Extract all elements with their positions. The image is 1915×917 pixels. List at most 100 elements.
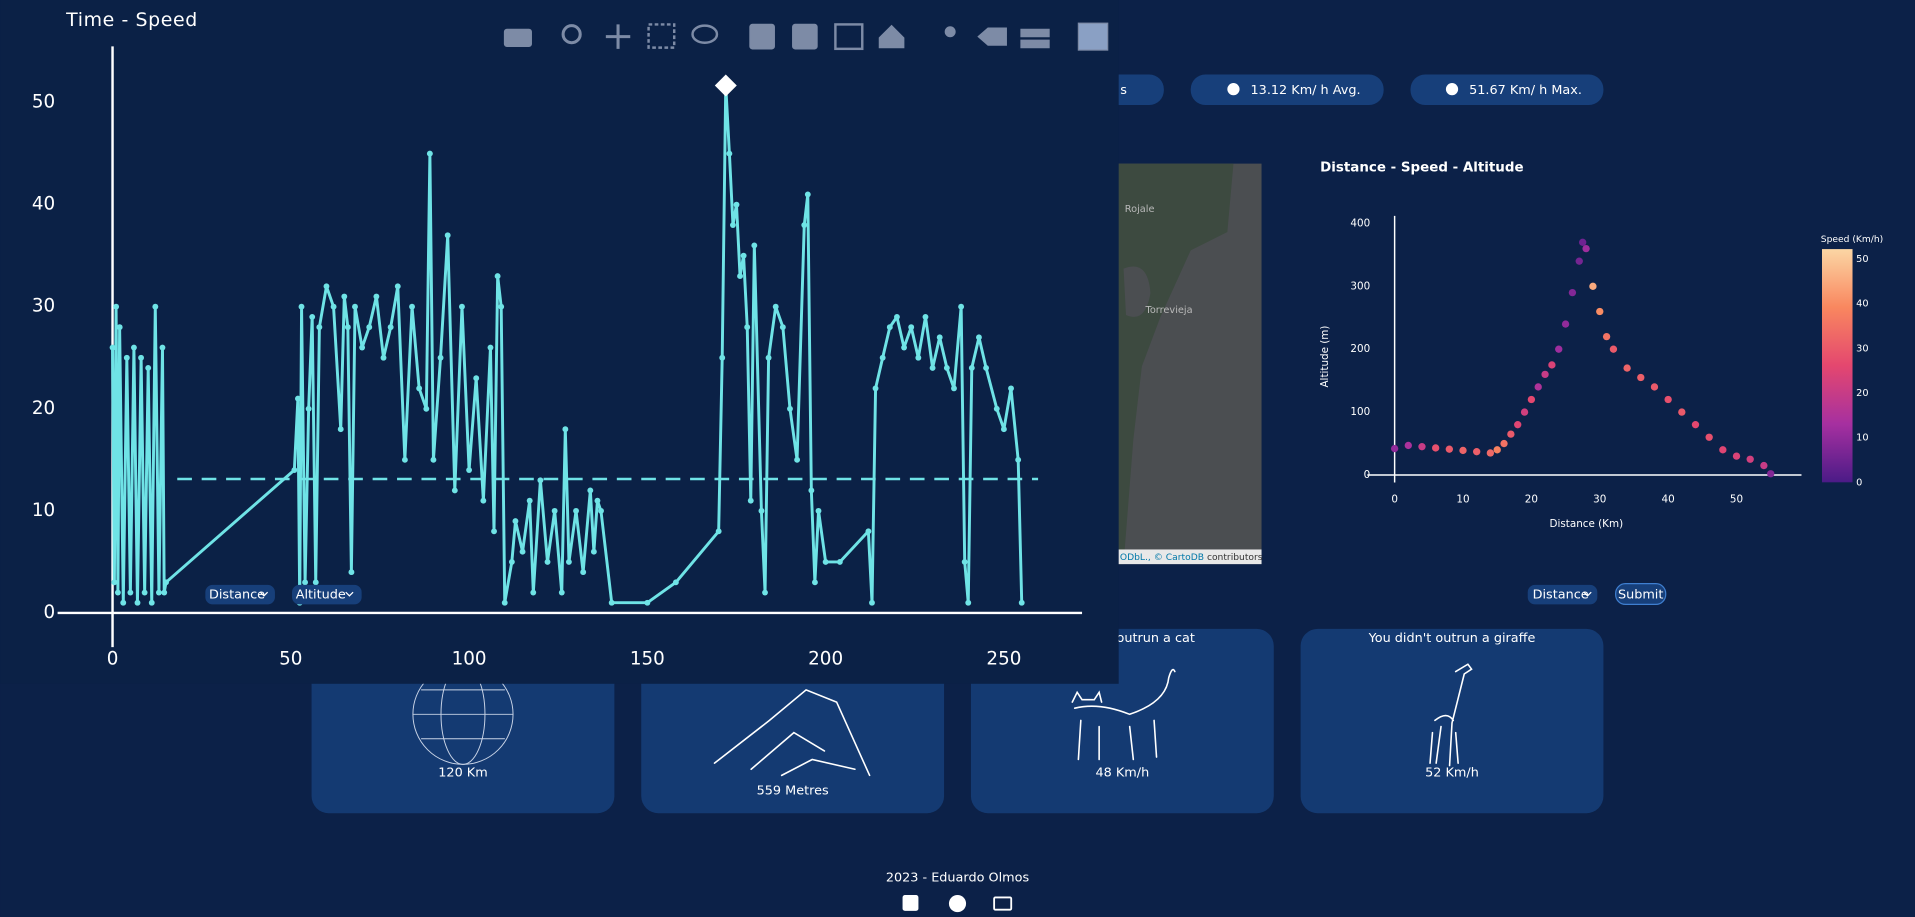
- speed-point: [1018, 599, 1025, 606]
- autoscale-icon[interactable]: [834, 23, 864, 51]
- github-icon[interactable]: [948, 895, 967, 913]
- altitude-point: [1418, 443, 1426, 451]
- chevron: [259, 591, 269, 597]
- speed-point: [558, 589, 565, 596]
- dropdown[interactable]: [1527, 584, 1598, 605]
- speed-point: [993, 405, 1000, 412]
- speed-point: [526, 497, 533, 504]
- x-tick-label: 10: [1456, 493, 1469, 505]
- speed-point: [113, 303, 120, 310]
- speed-point: [787, 405, 793, 412]
- hover-compare-icon[interactable]: [1020, 28, 1050, 49]
- hover-closest-icon[interactable]: [977, 27, 1007, 46]
- dropdown[interactable]: [205, 584, 275, 605]
- attribution-link[interactable]: CartoDB: [1166, 552, 1204, 562]
- speed-point: [894, 313, 900, 320]
- dropdown-text: Altitude: [296, 588, 346, 603]
- speed-point: [352, 303, 358, 310]
- dropdown-text: Distance: [209, 588, 265, 603]
- speed-point: [134, 599, 141, 606]
- speed-point: [976, 334, 982, 341]
- cat-icon: [1071, 668, 1176, 761]
- speed-point: [473, 375, 480, 382]
- speed-point: [530, 589, 537, 596]
- speed-point: [312, 579, 319, 586]
- speed-point: [929, 365, 936, 371]
- speed-point: [123, 354, 130, 361]
- speed-point: [740, 252, 747, 259]
- speed-point: [908, 324, 915, 331]
- speed-point: [983, 365, 990, 371]
- zoom-icon[interactable]: [561, 24, 582, 45]
- altitude-point: [1719, 446, 1727, 454]
- y-tick-label: 400: [1350, 217, 1370, 229]
- spike-icon[interactable]: [944, 26, 956, 38]
- speed-point: [341, 293, 348, 300]
- altitude-point: [1579, 238, 1587, 246]
- speed-point: [152, 303, 159, 310]
- speed-point: [430, 456, 437, 463]
- linkedin-icon[interactable]: [902, 895, 919, 911]
- stats: s 13.12 Km/ h Avg. 51.67 Km/ h Max.: [1050, 74, 1604, 106]
- controls-right: Distance Submit: [1527, 583, 1667, 606]
- lasso-icon[interactable]: [691, 24, 719, 44]
- speed-point: [302, 579, 309, 586]
- altitude-chart: Distance - Speed - Altitude Distance (Km…: [1319, 160, 1883, 530]
- place-label: Rojale: [1125, 204, 1155, 215]
- submit-button[interactable]: [1615, 583, 1667, 606]
- speed-point: [751, 242, 758, 249]
- speed-point: [608, 599, 615, 606]
- speed-point: [590, 548, 597, 555]
- home-icon[interactable]: [878, 24, 905, 49]
- colorbar-title: Speed (Km/h): [1821, 235, 1883, 245]
- speed-point: [508, 558, 515, 565]
- colorbar: [1821, 249, 1853, 483]
- plotly-logo[interactable]: [1077, 22, 1109, 51]
- altitude-point: [1637, 373, 1645, 382]
- speed-point: [519, 548, 526, 555]
- speed-point: [380, 354, 387, 361]
- camera-icon[interactable]: [503, 28, 532, 48]
- x-tick-label: 0: [1391, 493, 1398, 505]
- pan-icon[interactable]: [605, 24, 631, 49]
- speed-point: [359, 344, 366, 351]
- altitude-point: [1623, 364, 1631, 372]
- speed-point: [305, 405, 312, 412]
- dropdown[interactable]: [292, 584, 362, 605]
- card-value: 48 Km/h: [1095, 765, 1149, 780]
- speed-point: [491, 528, 497, 535]
- speed-point: [812, 579, 818, 586]
- speed-point: [309, 313, 316, 320]
- mail-icon[interactable]: [993, 896, 1013, 911]
- speed-point: [958, 303, 965, 310]
- controls-left: Distance Altitude: [205, 584, 362, 605]
- max-marker: [714, 74, 737, 97]
- altitude-point: [1760, 461, 1768, 470]
- speed-point: [765, 354, 772, 361]
- speed-point: [747, 497, 754, 504]
- speed-point: [501, 599, 508, 606]
- speed-point: [366, 324, 373, 331]
- altitude-point: [1575, 257, 1583, 265]
- modebar: [503, 22, 1109, 51]
- box-select-icon[interactable]: [647, 23, 676, 49]
- speed-point: [337, 426, 344, 433]
- y-tick-label: 10: [32, 500, 55, 521]
- speed-point: [936, 334, 943, 341]
- altitude-point: [1555, 345, 1563, 353]
- x-tick-label: 50: [1730, 493, 1743, 505]
- speed-point: [815, 507, 822, 514]
- speed-point: [109, 344, 116, 351]
- x-tick-label: 100: [452, 648, 487, 669]
- speed-point: [915, 354, 922, 361]
- x-tick-label: 200: [808, 648, 843, 669]
- speed-point: [729, 222, 736, 228]
- zoom-in-icon[interactable]: [749, 23, 775, 50]
- altitude-point: [1650, 383, 1659, 391]
- speed-point: [451, 487, 458, 494]
- attribution: ODbL., © CartoDB contributors: [1120, 552, 1263, 562]
- zoom-out-icon[interactable]: [792, 23, 818, 50]
- speed-point: [719, 354, 726, 361]
- y-tick-label: 100: [1350, 406, 1370, 418]
